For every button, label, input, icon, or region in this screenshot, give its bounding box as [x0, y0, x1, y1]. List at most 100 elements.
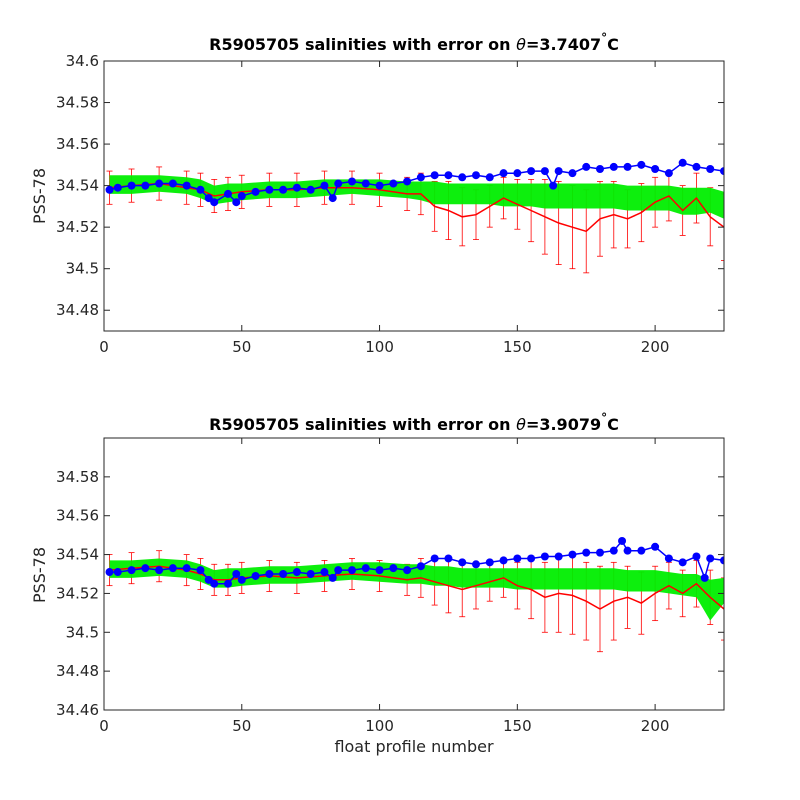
float-raw-point	[155, 566, 164, 575]
float-raw-point	[651, 165, 660, 173]
float-raw-point	[623, 546, 632, 555]
float-raw-point	[113, 183, 122, 192]
float-raw-point	[664, 169, 673, 178]
subplot-bottom: R5905705 salinities with error on θ=3.90…	[30, 411, 725, 756]
float-raw-point	[609, 546, 618, 555]
float-raw-point	[375, 181, 384, 190]
y-tick-label: 34.52	[56, 584, 99, 602]
float-raw-point	[265, 570, 274, 578]
float-raw-point	[348, 177, 356, 186]
float-raw-point	[472, 171, 480, 180]
float-raw-point	[664, 554, 673, 563]
float-raw-point	[292, 183, 301, 192]
y-tick-label: 34.5	[66, 260, 99, 278]
float-raw-point	[196, 185, 205, 194]
float-raw-point	[540, 552, 549, 561]
plot-series	[105, 158, 724, 274]
float-raw-point	[361, 179, 370, 188]
float-raw-point	[706, 554, 715, 563]
float-raw-point	[596, 548, 604, 557]
float-raw-point	[485, 173, 494, 182]
plot-area	[105, 158, 724, 274]
axes-frame	[103, 437, 725, 711]
x-tick-label: 100	[365, 717, 394, 735]
float-raw-point	[444, 171, 453, 180]
y-axis-label: PSS-78	[30, 168, 49, 224]
float-raw-point	[430, 171, 439, 180]
float-raw-point	[416, 562, 425, 571]
float-raw-point	[527, 167, 536, 176]
float-raw-point	[637, 160, 646, 169]
float-raw-point	[568, 550, 577, 559]
plot-area	[105, 536, 724, 653]
float-raw-point	[554, 167, 563, 176]
chart-title: R5905705 salinities with error on θ=3.74…	[209, 31, 619, 54]
float-raw-point	[375, 566, 384, 575]
float-raw-point	[513, 169, 522, 178]
float-raw-point	[637, 546, 646, 555]
float-raw-point	[182, 564, 191, 573]
float-raw-point	[458, 173, 467, 182]
y-tick-label: 34.58	[56, 94, 99, 112]
float-raw-point	[618, 536, 627, 545]
float-raw-point	[265, 185, 274, 194]
float-raw-point	[361, 564, 370, 573]
float-raw-point	[700, 573, 709, 582]
chart-title: R5905705 salinities with error on θ=3.90…	[209, 411, 619, 434]
float-raw-point	[196, 566, 205, 575]
x-tick-label: 200	[641, 717, 670, 735]
y-tick-label: 34.56	[56, 135, 99, 153]
float-raw-point	[692, 552, 701, 561]
float-raw-point	[334, 179, 343, 188]
y-axis-label: PSS-78	[30, 547, 49, 603]
float-raw-point	[237, 192, 246, 200]
float-raw-point	[141, 564, 150, 573]
x-tick-label: 50	[232, 717, 251, 735]
axis-ticks: 0 50 100 150 200 34.48 34.5 34.52 34.54 34.56 34.5…	[56, 52, 724, 356]
x-tick-label: 150	[503, 717, 532, 735]
float-raw-point	[499, 169, 508, 178]
float-raw-point	[403, 566, 412, 575]
y-tick-label: 34.5	[66, 623, 99, 641]
float-raw-point	[623, 162, 632, 171]
float-raw-point	[720, 167, 724, 176]
y-tick-label: 34.56	[56, 507, 99, 525]
y-tick-label: 34.52	[56, 218, 99, 236]
float-raw-point	[430, 554, 439, 563]
y-tick-label: 34.46	[56, 701, 99, 719]
float-raw-point	[127, 181, 136, 190]
float-raw-point	[204, 194, 213, 203]
float-raw-point	[692, 162, 701, 171]
float-raw-point	[706, 165, 715, 173]
float-raw-point	[389, 179, 398, 188]
y-tick-label: 34.58	[56, 468, 99, 486]
float-raw-point	[720, 556, 724, 565]
float-raw-point	[678, 158, 687, 167]
float-raw-point	[458, 558, 467, 567]
subplot-top: R5905705 salinities with error on θ=3.74…	[30, 31, 725, 356]
float-raw-point	[279, 185, 288, 194]
float-raw-point	[105, 185, 114, 194]
float-raw-point	[320, 181, 329, 190]
float-raw-point	[232, 570, 241, 578]
float-raw-point	[554, 552, 563, 561]
float-raw-point	[416, 173, 425, 182]
float-raw-point	[251, 571, 260, 580]
float-raw-point	[105, 568, 114, 577]
x-tick-label: 200	[641, 338, 670, 356]
float-raw-point	[328, 194, 337, 203]
float-raw-point	[513, 554, 522, 563]
float-raw-point	[155, 179, 164, 188]
plot-series	[105, 536, 724, 653]
float-raw-point	[127, 566, 136, 575]
float-raw-point	[472, 560, 480, 569]
float-calibrated-band	[109, 558, 724, 621]
float-raw-point	[168, 179, 177, 188]
float-raw-point	[609, 162, 618, 171]
float-raw-point	[334, 566, 343, 575]
float-raw-point	[582, 162, 591, 171]
float-raw-point	[348, 566, 356, 575]
x-tick-label: 50	[232, 338, 251, 356]
float-raw-point	[232, 198, 241, 207]
